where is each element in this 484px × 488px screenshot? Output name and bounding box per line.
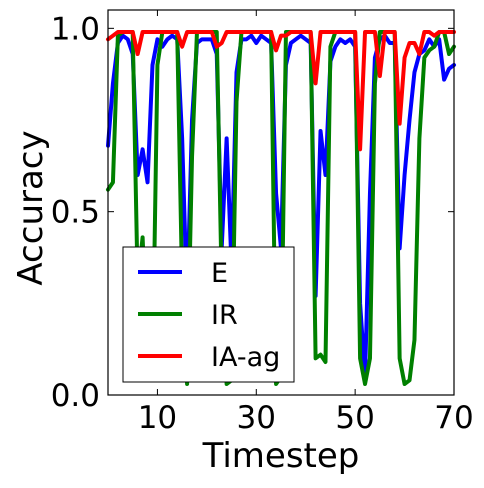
y-tick-label: 1.0 bbox=[51, 11, 100, 47]
legend-label-ia-ag: IA-ag bbox=[211, 342, 280, 373]
y-tick-label: 0.0 bbox=[51, 378, 100, 414]
x-tick-label: 10 bbox=[138, 400, 177, 436]
y-axis-label: Accuracy bbox=[11, 130, 51, 285]
tick-layer: 10 30 50 70 0.0 0.5 1.0 bbox=[51, 10, 474, 436]
x-axis-label: Timestep bbox=[202, 436, 360, 476]
x-tick-label: 50 bbox=[335, 400, 374, 436]
legend-items: E IR IA-ag bbox=[138, 258, 280, 373]
y-tick-label: 0.5 bbox=[51, 195, 100, 231]
plot-frame bbox=[107, 9, 455, 396]
series-line-ia-ag bbox=[106, 30, 456, 152]
x-tick-label: 30 bbox=[237, 400, 276, 436]
legend: E IR IA-ag bbox=[122, 246, 295, 383]
legend-label-e: E bbox=[211, 258, 228, 289]
legend-label-ir: IR bbox=[211, 300, 238, 331]
x-tick-label: 70 bbox=[434, 400, 473, 436]
